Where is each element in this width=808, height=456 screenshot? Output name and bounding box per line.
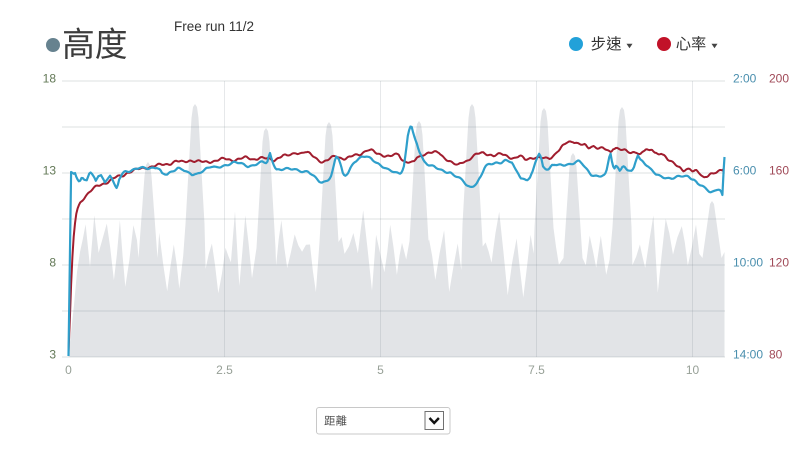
svg-text:0: 0 bbox=[65, 363, 72, 377]
svg-text:Free run 11/2: Free run 11/2 bbox=[174, 19, 254, 34]
svg-text:2:00: 2:00 bbox=[733, 72, 757, 86]
svg-text:10: 10 bbox=[686, 363, 700, 377]
svg-text:2.5: 2.5 bbox=[216, 363, 233, 377]
svg-text:3: 3 bbox=[49, 348, 56, 362]
svg-text:5: 5 bbox=[377, 363, 384, 377]
svg-text:6:00: 6:00 bbox=[733, 164, 757, 178]
svg-text:200: 200 bbox=[769, 72, 789, 86]
svg-text:7.5: 7.5 bbox=[528, 363, 545, 377]
svg-text:13: 13 bbox=[43, 164, 57, 178]
svg-text:14:00: 14:00 bbox=[733, 348, 763, 362]
svg-text:10:00: 10:00 bbox=[733, 256, 763, 270]
svg-text:160: 160 bbox=[769, 164, 789, 178]
svg-text:80: 80 bbox=[769, 348, 783, 362]
svg-text:8: 8 bbox=[49, 256, 56, 270]
svg-text:120: 120 bbox=[769, 256, 789, 270]
svg-text:18: 18 bbox=[43, 72, 57, 86]
